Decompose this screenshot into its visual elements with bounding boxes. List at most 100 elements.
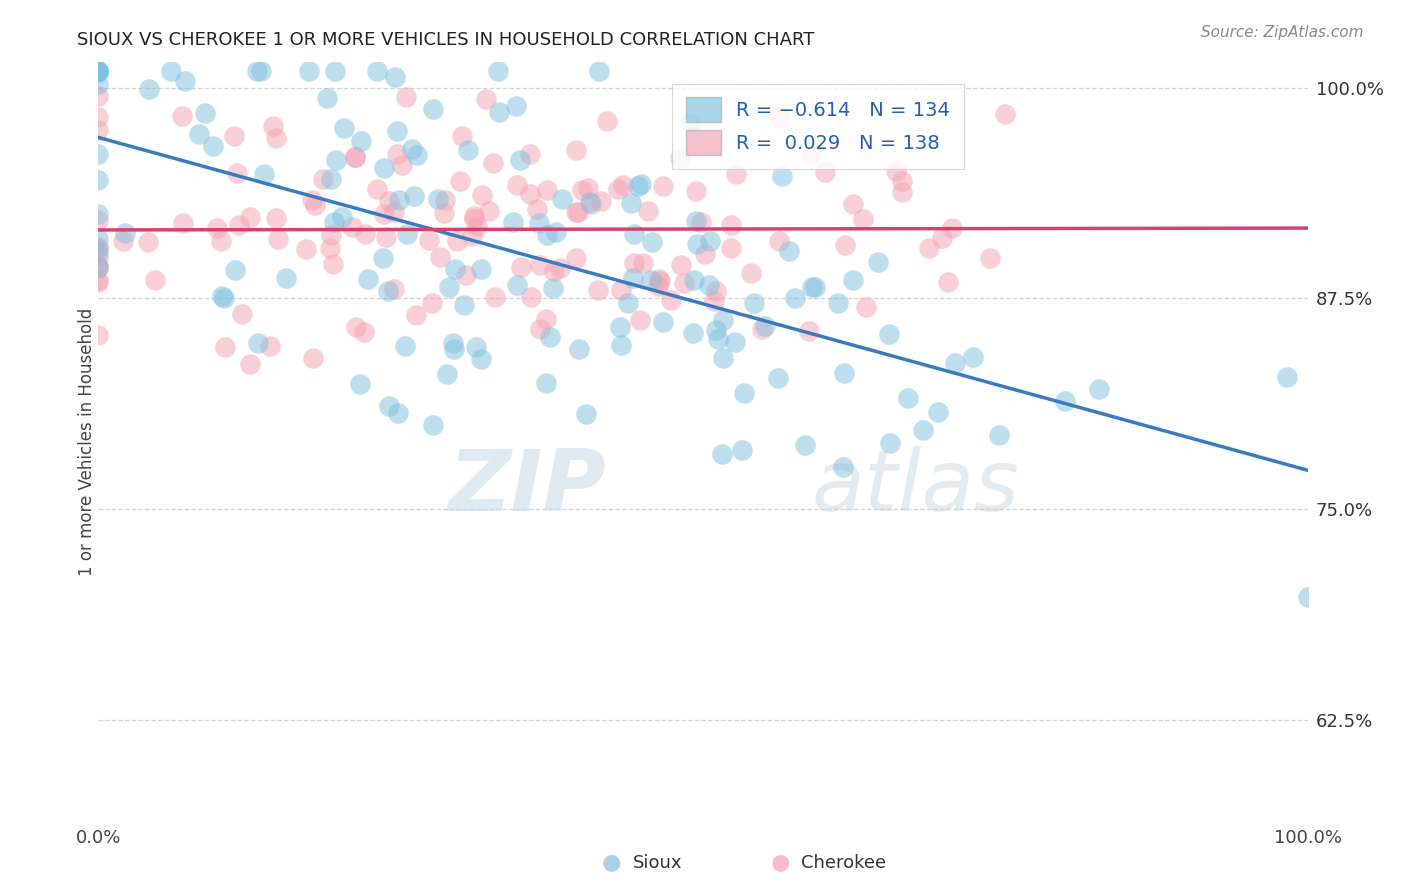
Point bbox=[228, 218, 250, 232]
Point bbox=[890, 185, 912, 199]
Point bbox=[595, 114, 617, 128]
Point bbox=[927, 405, 949, 419]
Point bbox=[353, 326, 375, 340]
Point bbox=[214, 340, 236, 354]
Point bbox=[879, 435, 901, 450]
Point bbox=[943, 356, 966, 370]
Point bbox=[136, 235, 159, 249]
Point bbox=[463, 212, 485, 227]
Point bbox=[486, 63, 509, 78]
Point bbox=[87, 65, 110, 79]
Point bbox=[682, 272, 704, 286]
Point bbox=[395, 227, 418, 242]
Point bbox=[529, 322, 551, 336]
Point bbox=[433, 193, 456, 207]
Point bbox=[373, 161, 395, 175]
Point bbox=[388, 194, 411, 208]
Point bbox=[209, 234, 232, 248]
Point bbox=[541, 281, 564, 295]
Point bbox=[201, 138, 224, 153]
Point bbox=[693, 247, 716, 261]
Point bbox=[87, 213, 110, 227]
Point bbox=[259, 339, 281, 353]
Point bbox=[449, 174, 471, 188]
Point bbox=[87, 242, 110, 256]
Point bbox=[962, 350, 984, 364]
Text: Sioux: Sioux bbox=[633, 854, 682, 871]
Point bbox=[699, 234, 721, 248]
Point bbox=[685, 184, 707, 198]
Point bbox=[87, 327, 110, 342]
Point bbox=[205, 221, 228, 235]
Point bbox=[509, 153, 531, 168]
Point bbox=[506, 178, 529, 193]
Point bbox=[340, 220, 363, 235]
Point bbox=[87, 63, 110, 78]
Point bbox=[332, 121, 354, 136]
Point bbox=[534, 376, 557, 391]
Point bbox=[568, 342, 591, 356]
Point bbox=[652, 315, 675, 329]
Point bbox=[114, 226, 136, 240]
Point bbox=[323, 63, 346, 78]
Point bbox=[391, 158, 413, 172]
Point bbox=[330, 211, 353, 225]
Point bbox=[697, 277, 720, 292]
Point bbox=[770, 169, 793, 184]
Point bbox=[1275, 370, 1298, 384]
Point bbox=[174, 74, 197, 88]
Point bbox=[344, 320, 367, 334]
Point bbox=[527, 216, 550, 230]
Point bbox=[536, 183, 558, 197]
Point bbox=[571, 183, 593, 197]
Point bbox=[801, 280, 824, 294]
Text: SIOUX VS CHEROKEE 1 OR MORE VEHICLES IN HOUSEHOLD CORRELATION CHART: SIOUX VS CHEROKEE 1 OR MORE VEHICLES IN … bbox=[77, 31, 814, 49]
Point bbox=[606, 182, 628, 196]
Point bbox=[451, 128, 474, 143]
Point bbox=[766, 371, 789, 385]
Point bbox=[420, 295, 443, 310]
Point bbox=[724, 168, 747, 182]
Point bbox=[304, 198, 326, 212]
Point bbox=[519, 146, 541, 161]
Point bbox=[768, 234, 790, 248]
Point bbox=[87, 232, 110, 246]
Point bbox=[785, 291, 807, 305]
Point bbox=[433, 206, 456, 220]
Point bbox=[422, 102, 444, 116]
Point bbox=[564, 143, 586, 157]
Point bbox=[484, 289, 506, 303]
Point bbox=[686, 237, 709, 252]
Point bbox=[405, 148, 427, 162]
Point bbox=[842, 273, 865, 287]
Point bbox=[884, 163, 907, 178]
Point bbox=[679, 116, 702, 130]
Point bbox=[319, 227, 342, 242]
Point bbox=[357, 272, 380, 286]
Point bbox=[457, 144, 479, 158]
Point bbox=[621, 271, 644, 285]
Point bbox=[704, 285, 727, 299]
Point bbox=[382, 205, 405, 219]
Point bbox=[443, 342, 465, 356]
Point bbox=[579, 195, 602, 210]
Point bbox=[87, 260, 110, 275]
Point bbox=[465, 340, 488, 354]
Point bbox=[325, 153, 347, 167]
Point bbox=[751, 322, 773, 336]
Point bbox=[651, 178, 673, 193]
Point bbox=[529, 258, 551, 272]
Point bbox=[832, 366, 855, 380]
Point bbox=[143, 273, 166, 287]
Point bbox=[87, 122, 110, 136]
Text: ●: ● bbox=[602, 853, 621, 872]
Point bbox=[891, 174, 914, 188]
Point bbox=[509, 260, 531, 274]
Point bbox=[373, 207, 395, 221]
Point bbox=[623, 256, 645, 270]
Point bbox=[302, 351, 325, 366]
Point bbox=[648, 272, 671, 286]
Point bbox=[841, 196, 863, 211]
Point bbox=[87, 250, 110, 264]
Point bbox=[834, 238, 856, 252]
